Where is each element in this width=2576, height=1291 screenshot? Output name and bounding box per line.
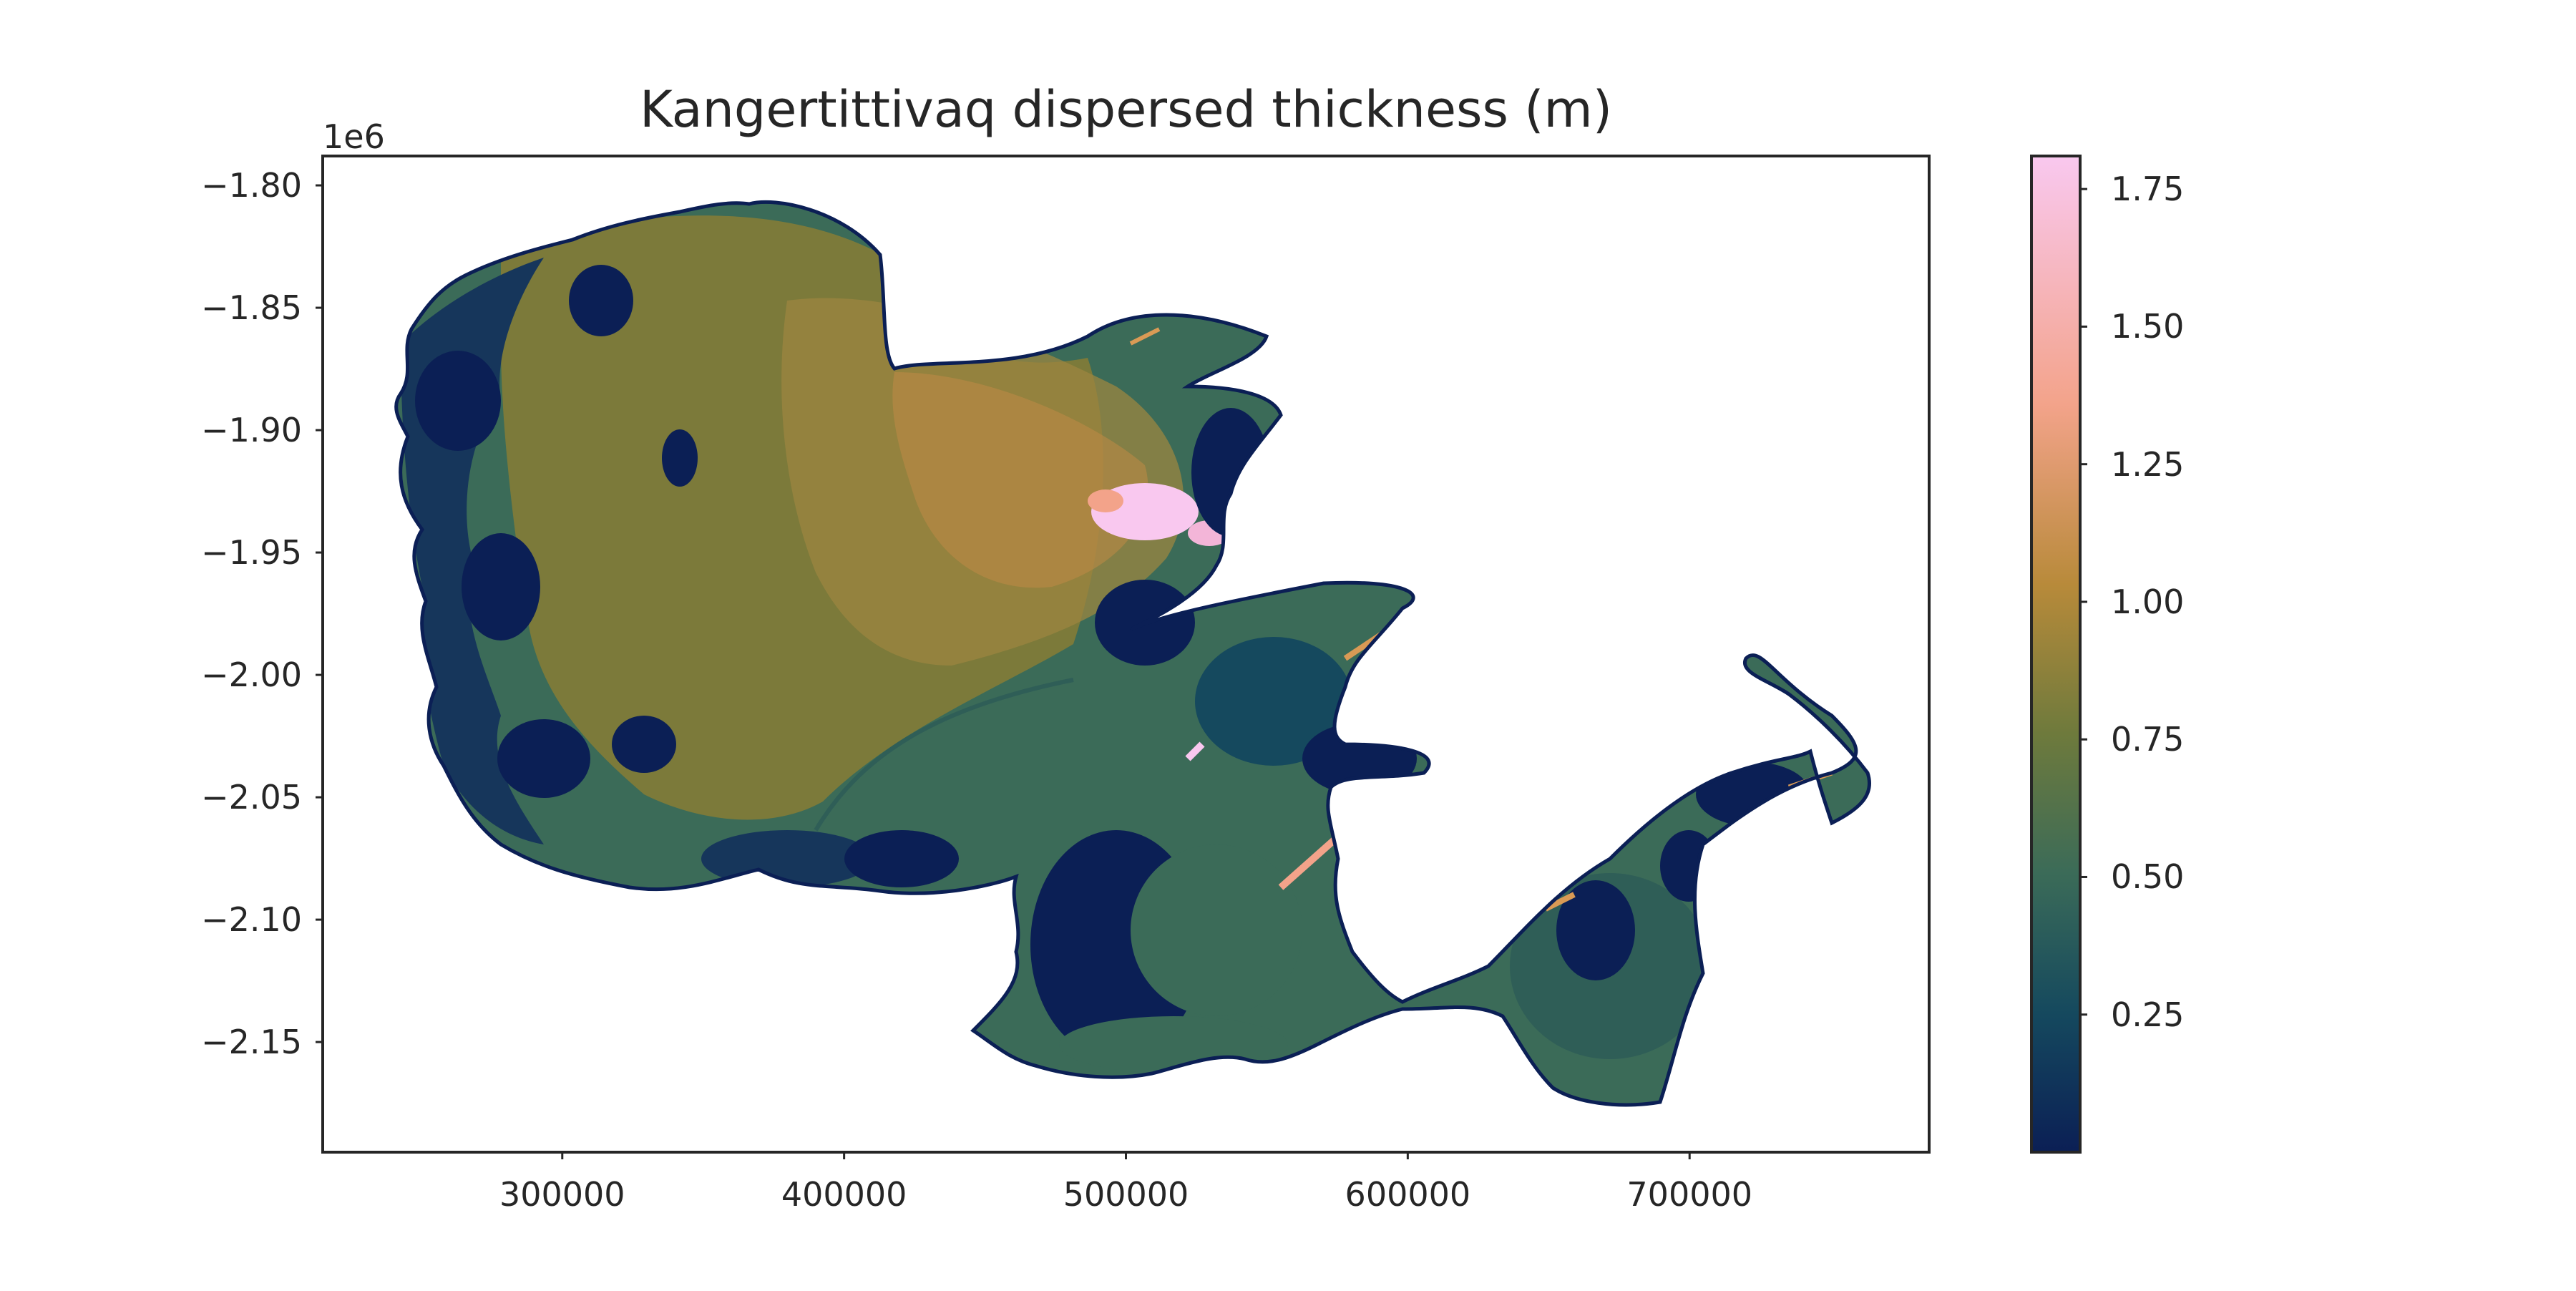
y-ticks xyxy=(316,184,323,1043)
y-tick-label: −2.10 xyxy=(201,900,302,940)
map-axes xyxy=(316,155,1931,1159)
y-tick-label: −1.80 xyxy=(201,166,302,205)
x-tick-label: 700000 xyxy=(1626,1175,1753,1214)
y-tick-label: −1.85 xyxy=(201,288,302,328)
ice-outline xyxy=(394,200,1872,1107)
y-tick-label: −2.05 xyxy=(201,778,302,817)
colorbar-tick-label: 0.75 xyxy=(2111,720,2185,759)
x-tick-label: 300000 xyxy=(499,1175,625,1214)
y-tick-label: −2.00 xyxy=(201,656,302,695)
x-tick-label: 500000 xyxy=(1063,1175,1189,1214)
y-tick-label: −1.90 xyxy=(201,411,302,450)
x-tick-label: 600000 xyxy=(1345,1175,1471,1214)
colorbar-tick-label: 1.75 xyxy=(2111,170,2185,209)
y-tick-label: −1.95 xyxy=(201,533,302,573)
colorbar-tick-label: 1.25 xyxy=(2111,444,2185,484)
colorbar-tick-label: 0.50 xyxy=(2111,857,2185,897)
colorbar-tick-label: 1.50 xyxy=(2111,307,2185,346)
chart-title: Kangertittivaq dispersed thickness (m) xyxy=(639,80,1613,139)
colorbar-ticks xyxy=(2080,187,2087,1016)
colorbar xyxy=(2030,155,2087,1154)
colorbar-tick-label: 0.25 xyxy=(2111,995,2185,1034)
colorbar-gradient xyxy=(2030,155,2082,1154)
y-offset-label: 1e6 xyxy=(323,117,385,156)
x-tick-label: 400000 xyxy=(781,1175,907,1214)
colorbar-tick-label: 1.00 xyxy=(2111,582,2185,621)
x-ticks xyxy=(561,1152,1691,1159)
y-tick-label: −2.15 xyxy=(201,1023,302,1062)
